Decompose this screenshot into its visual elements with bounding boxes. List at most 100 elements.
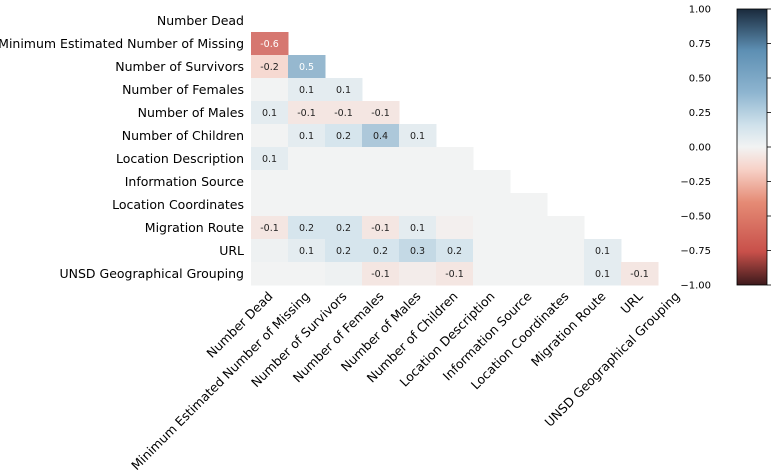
cell-value-label: 0.3: [410, 246, 425, 257]
heatmap-cell: [621, 262, 659, 286]
cell-value-label: -0.1: [630, 269, 649, 280]
cell-value-label: -0.1: [371, 108, 390, 119]
colorbar-tick-label: 1.00: [689, 5, 711, 16]
heatmap-cell: [251, 78, 289, 102]
cell-value-label: 0.1: [299, 85, 314, 96]
heatmap-cell: [325, 147, 363, 171]
heatmap-cell: [399, 170, 437, 194]
heatmap-cell: [362, 193, 400, 217]
cell-value-label: 0.5: [299, 62, 314, 73]
heatmap-cell: [288, 216, 326, 240]
heatmap-cell: [436, 216, 474, 240]
heatmap-cell: [436, 239, 474, 263]
heatmap-cell: [251, 170, 289, 194]
y-tick-label: UNSD Geographical Grouping: [60, 266, 245, 281]
heatmap-cell: [436, 262, 474, 286]
colorbar-tick-label: −1.00: [680, 281, 711, 292]
cell-value-label: -0.1: [445, 269, 464, 280]
heatmap-cell: [510, 216, 548, 240]
heatmap-cell: [473, 239, 511, 263]
heatmap-cell: [473, 262, 511, 286]
colorbar-gradient: [736, 8, 768, 286]
cell-value-label: 0.1: [410, 223, 425, 234]
x-tick-label: UNSD Geographical Grouping: [542, 289, 683, 430]
heatmap-cell: [288, 101, 326, 125]
cell-value-label: 0.1: [595, 269, 610, 280]
colorbar: 1.00 0.75 0.50 0.25 0.00 −0.25 −0.50 −0.75 −1.00: [680, 5, 771, 292]
heatmap-cell: [288, 55, 326, 79]
cell-value-label: 0.2: [336, 131, 351, 142]
y-tick-label: Number Dead: [157, 13, 244, 28]
heatmap-cell: [584, 262, 622, 286]
colorbar-ticks: 1.00 0.75 0.50 0.25 0.00 −0.25 −0.50 −0.75 −1.00: [680, 5, 771, 292]
heatmap-cell: [399, 239, 437, 263]
heatmap-cell: [547, 216, 585, 240]
y-tick-label: Location Description: [116, 151, 244, 166]
heatmap-cell: [325, 101, 363, 125]
heatmap-cell: [362, 101, 400, 125]
colorbar-tick-label: −0.25: [680, 177, 711, 188]
cell-value-label: 0.1: [410, 131, 425, 142]
cell-value-label: -0.1: [371, 223, 390, 234]
cell-value-label: 0.2: [299, 223, 314, 234]
colorbar-tick-label: 0.50: [689, 74, 711, 85]
heatmap-cell: [547, 239, 585, 263]
y-tick-label: Location Coordinates: [112, 197, 244, 212]
heatmap-cell: [362, 239, 400, 263]
heatmap-cell: [251, 147, 289, 171]
heatmap-cell: [288, 193, 326, 217]
y-tick-label: Number of Males: [138, 105, 244, 120]
heatmap-cell: [325, 193, 363, 217]
heatmap-cell: [288, 124, 326, 148]
heatmap-cell: [399, 124, 437, 148]
heatmap-cell: [251, 262, 289, 286]
cell-value-label: -0.1: [297, 108, 316, 119]
heatmap-cell: [251, 55, 289, 79]
heatmap-cell: [325, 170, 363, 194]
heatmap-cell: [436, 147, 474, 171]
heatmap-cell: [251, 239, 289, 263]
y-tick-label: Number of Children: [122, 128, 244, 143]
cell-value-label: -0.1: [260, 223, 279, 234]
colorbar-tick-label: −0.75: [680, 246, 711, 257]
heatmap-cell: [584, 239, 622, 263]
cell-value-label: -0.6: [260, 39, 279, 50]
heatmap-cell: [288, 262, 326, 286]
cell-value-label: -0.2: [260, 62, 279, 73]
heatmap-cell: [325, 216, 363, 240]
heatmap-cell: [362, 147, 400, 171]
y-tick-label: Number of Survivors: [115, 59, 244, 74]
cell-value-label: 0.1: [595, 246, 610, 257]
heatmap-cell: [510, 239, 548, 263]
colorbar-tick-label: −0.50: [680, 212, 711, 223]
heatmap-cell: [325, 78, 363, 102]
cell-value-label: -0.1: [334, 108, 353, 119]
heatmap-cell: [325, 124, 363, 148]
y-tick-label: URL: [219, 243, 244, 258]
heatmap-cell: [288, 239, 326, 263]
heatmap-cell: [473, 193, 511, 217]
heatmap-cell: [251, 101, 289, 125]
cell-value-label: 0.2: [447, 246, 462, 257]
heatmap-cell: [251, 124, 289, 148]
y-tick-label: Information Source: [125, 174, 245, 189]
heatmap-cell: [436, 170, 474, 194]
x-tick-label: URL: [617, 288, 645, 316]
cell-value-label: 0.2: [336, 223, 351, 234]
heatmap-cell: [362, 170, 400, 194]
heatmap-cell: [473, 216, 511, 240]
heatmap-cell: [399, 147, 437, 171]
cell-value-label: 0.1: [262, 154, 277, 165]
heatmap-cell: [547, 262, 585, 286]
cell-value-label: -0.1: [371, 269, 390, 280]
cell-value-label: 0.2: [373, 246, 388, 257]
heatmap-cell: [473, 170, 511, 194]
heatmap-cell: [325, 239, 363, 263]
y-axis-labels: Number Dead Minimum Estimated Number of M…: [0, 13, 244, 281]
heatmap-cell: [288, 147, 326, 171]
heatmap-cell: [436, 193, 474, 217]
heatmap-cell: [362, 262, 400, 286]
heatmap-cell: [288, 78, 326, 102]
